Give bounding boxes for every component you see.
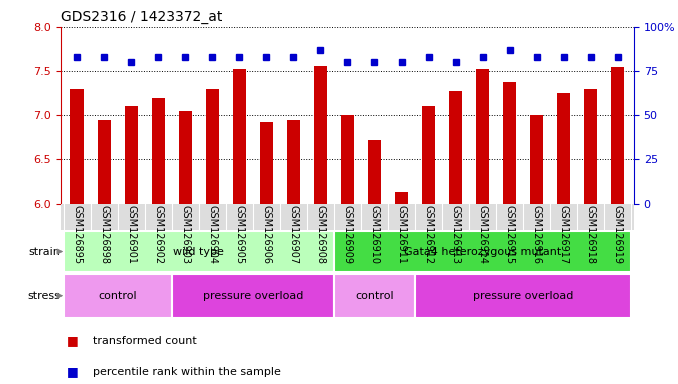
Text: percentile rank within the sample: percentile rank within the sample bbox=[92, 367, 281, 377]
Text: wild type: wild type bbox=[174, 247, 224, 257]
Text: control: control bbox=[355, 291, 394, 301]
Text: pressure overload: pressure overload bbox=[203, 291, 303, 301]
Bar bbox=[476, 69, 490, 204]
Text: GSM126906: GSM126906 bbox=[262, 205, 271, 264]
Text: transformed count: transformed count bbox=[92, 336, 196, 346]
Text: GSM126902: GSM126902 bbox=[153, 205, 163, 264]
Text: ■: ■ bbox=[66, 365, 79, 378]
Bar bbox=[611, 67, 624, 204]
Text: GSM126903: GSM126903 bbox=[180, 205, 191, 264]
Text: GSM126909: GSM126909 bbox=[342, 205, 353, 264]
Bar bbox=[287, 120, 300, 204]
Text: GSM126907: GSM126907 bbox=[288, 205, 298, 264]
Text: ■: ■ bbox=[66, 334, 79, 348]
Bar bbox=[125, 106, 138, 204]
Text: GSM126915: GSM126915 bbox=[504, 205, 515, 264]
Bar bbox=[557, 93, 570, 204]
Text: control: control bbox=[98, 291, 137, 301]
Text: stress: stress bbox=[28, 291, 60, 301]
Text: GDS2316 / 1423372_at: GDS2316 / 1423372_at bbox=[61, 10, 222, 25]
Text: GSM126914: GSM126914 bbox=[477, 205, 487, 264]
Bar bbox=[530, 115, 543, 204]
Bar bbox=[178, 111, 192, 204]
Bar bbox=[64, 273, 172, 318]
Bar bbox=[334, 273, 415, 318]
Text: GSM126911: GSM126911 bbox=[397, 205, 407, 264]
Bar bbox=[395, 192, 408, 204]
Bar bbox=[71, 89, 84, 204]
Bar bbox=[503, 82, 517, 204]
Text: GSM126919: GSM126919 bbox=[613, 205, 622, 264]
Text: GSM126912: GSM126912 bbox=[424, 205, 433, 264]
Text: GSM126905: GSM126905 bbox=[235, 205, 244, 264]
Text: GSM126898: GSM126898 bbox=[99, 205, 109, 264]
Bar bbox=[152, 98, 165, 204]
Bar bbox=[334, 231, 631, 272]
Bar bbox=[422, 106, 435, 204]
Text: Gata4 heterozygous mutant: Gata4 heterozygous mutant bbox=[404, 247, 561, 257]
Bar bbox=[233, 69, 246, 204]
Bar bbox=[205, 89, 219, 204]
Bar bbox=[314, 66, 327, 204]
Text: GSM126917: GSM126917 bbox=[559, 205, 569, 264]
Text: GSM126918: GSM126918 bbox=[586, 205, 596, 264]
Text: GSM126901: GSM126901 bbox=[126, 205, 136, 264]
Bar bbox=[449, 91, 462, 204]
Text: GSM126910: GSM126910 bbox=[370, 205, 380, 264]
Bar bbox=[172, 273, 334, 318]
Text: GSM126904: GSM126904 bbox=[207, 205, 218, 264]
Bar bbox=[98, 120, 111, 204]
Bar bbox=[260, 122, 273, 204]
Text: GSM126916: GSM126916 bbox=[532, 205, 542, 264]
Bar bbox=[367, 140, 381, 204]
Text: strain: strain bbox=[28, 247, 60, 257]
Text: pressure overload: pressure overload bbox=[473, 291, 574, 301]
Bar bbox=[415, 273, 631, 318]
Bar bbox=[64, 231, 334, 272]
Text: GSM126913: GSM126913 bbox=[451, 205, 460, 264]
Text: GSM126908: GSM126908 bbox=[315, 205, 325, 264]
Bar bbox=[341, 115, 354, 204]
Bar bbox=[584, 89, 597, 204]
Text: GSM126895: GSM126895 bbox=[73, 205, 82, 264]
